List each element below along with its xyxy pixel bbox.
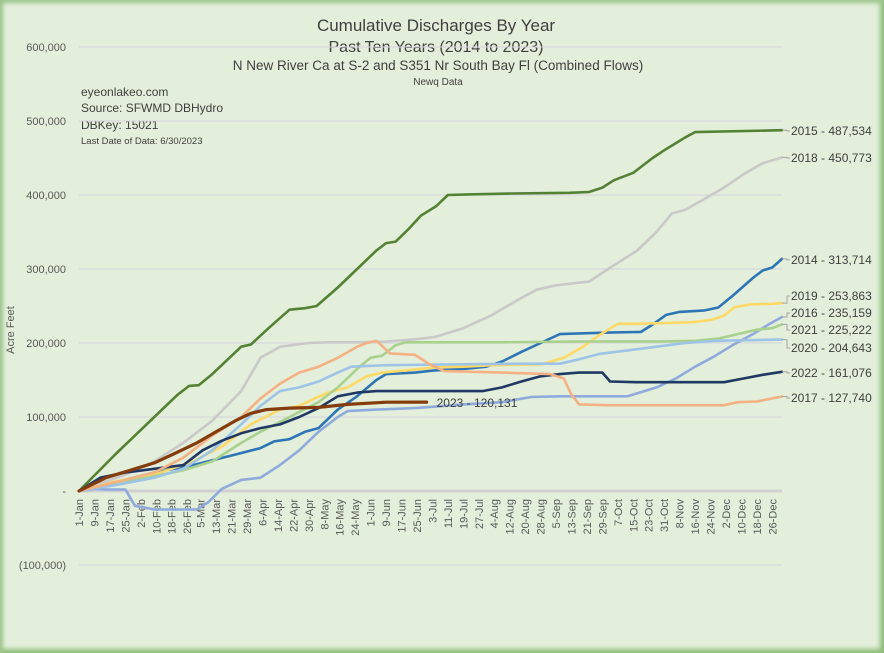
x-tick-label: 1-Jun	[366, 499, 378, 527]
data-label-2014: 2014 - 313,714	[791, 253, 872, 267]
x-tick-label: 29-Mar	[242, 499, 254, 534]
x-tick-label: 16-Nov	[690, 499, 702, 535]
source-annotation: Source: SFWMD DBHydro	[81, 101, 223, 115]
data-label-2020: 2020 - 204,643	[791, 341, 872, 355]
y-tick-label: (100,000)	[19, 560, 66, 572]
site-annotation: eyeonlakeo.com	[81, 85, 168, 99]
data-label-2015: 2015 - 487,534	[791, 124, 872, 138]
x-axis-ticks: 1-Jan 9-Jan 17-Jan 25-Jan 2-Feb 10-Feb 18-Feb 2…	[74, 499, 779, 536]
data-label-2018: 2018 - 450,773	[791, 151, 872, 165]
last-date-annotation: Last Date of Data: 6/30/2023	[81, 136, 202, 147]
series-lines	[77, 128, 784, 511]
series-line-2021	[77, 323, 784, 493]
x-tick-label: 30-Apr	[304, 499, 316, 532]
x-tick-label: 6-Apr	[257, 499, 269, 526]
y-tick-label: 300,000	[26, 264, 66, 276]
series-line-2019	[77, 301, 784, 493]
x-tick-label: 7-Oct	[613, 499, 625, 526]
gridlines	[79, 46, 782, 566]
y-axis-ticks: 600,000 500,000 400,000 300,000 200,000 100,0…	[19, 42, 66, 572]
leader-line-2021	[782, 323, 790, 331]
x-tick-label: 25-Jun	[412, 499, 424, 533]
x-tick-label: 20-Aug	[520, 499, 532, 534]
x-tick-label: 26-Feb	[182, 499, 194, 534]
x-tick-label: 15-Oct	[628, 499, 640, 532]
y-axis-label: Acre Feet	[5, 306, 17, 354]
x-tick-label: 28-Aug	[536, 499, 548, 534]
data-label-2021: 2021 - 225,222	[791, 323, 872, 337]
y-tick-label: 500,000	[26, 116, 66, 128]
x-tick-label: 24-Nov	[706, 499, 718, 535]
series-line-2018	[77, 156, 784, 493]
series-line-2020	[77, 338, 784, 493]
x-tick-label: 11-Jul	[443, 499, 455, 528]
dbkey-annotation: DBKey: 15021	[81, 118, 159, 132]
y-tick-label: 200,000	[26, 338, 66, 350]
x-tick-label: 31-Oct	[659, 499, 671, 532]
x-tick-label: 21-Mar	[227, 499, 239, 534]
x-tick-label: 13-Sep	[566, 499, 578, 534]
x-tick-label: 12-Aug	[505, 499, 517, 534]
x-tick-label: 25-Jan	[120, 499, 132, 533]
x-tick-label: 3-Jul	[427, 499, 439, 523]
x-tick-label: 10-Feb	[151, 499, 163, 534]
x-tick-label: 9-Jun	[381, 499, 393, 527]
x-tick-label: 1-Jan	[74, 499, 86, 527]
y-tick-label: 100,000	[26, 412, 66, 424]
chart-title: Cumulative Discharges By Year	[317, 16, 555, 35]
x-tick-label: 18-Dec	[752, 499, 764, 535]
data-label-2022: 2022 - 161,076	[791, 366, 872, 380]
x-tick-label: 8-Nov	[675, 499, 687, 529]
leader-line-2017	[782, 395, 790, 399]
leader-line-2014	[782, 258, 790, 261]
x-tick-label: 4-Aug	[489, 499, 501, 528]
x-tick-label: 27-Jul	[474, 499, 486, 529]
x-tick-label: 16-May	[335, 499, 347, 536]
data-label-2016: 2016 - 235,159	[791, 306, 872, 320]
x-tick-label: 21-Sep	[582, 499, 594, 534]
leader-line-2016	[782, 312, 790, 318]
x-tick-label: 23-Oct	[644, 499, 656, 532]
leader-line-2018	[782, 156, 790, 159]
data-label-2017: 2017 - 127,740	[791, 391, 872, 405]
x-tick-label: 8-May	[319, 499, 331, 530]
series-line-2016	[77, 315, 784, 511]
series-line-2022	[77, 370, 784, 493]
x-tick-label: 22-Apr	[288, 499, 300, 532]
series-line-2023	[77, 400, 429, 493]
x-tick-label: 2-Dec	[721, 499, 733, 529]
x-tick-label: 29-Sep	[597, 499, 609, 534]
x-tick-label: 24-May	[350, 499, 362, 536]
y-tick-label: 400,000	[26, 190, 66, 202]
x-tick-label: 10-Dec	[736, 499, 748, 535]
leader-line-2022	[782, 371, 790, 374]
leader-line-2020	[782, 339, 790, 349]
leader-line-2015	[782, 129, 790, 132]
series-end-labels: 2015 - 487,534 2018 - 450,773 2014 - 313,7…	[437, 124, 872, 410]
series-line-2015	[77, 128, 784, 493]
x-tick-label: 9-Jan	[89, 499, 101, 527]
x-tick-label: 17-Jun	[397, 499, 409, 533]
y-tick-label: -	[62, 486, 66, 498]
x-tick-label: 26-Dec	[767, 499, 779, 535]
x-tick-label: 5-Sep	[551, 499, 563, 528]
data-label-2023: 2023 - 120,131	[437, 396, 518, 410]
x-tick-label: 13-Mar	[211, 499, 223, 534]
leader-line-2019	[782, 295, 790, 304]
data-label-2019: 2019 - 253,863	[791, 289, 872, 303]
chart-subtitle-3: Newq Data	[413, 77, 463, 88]
x-tick-label: 14-Apr	[273, 499, 285, 532]
chart-subtitle-2: N New River Ca at S-2 and S351 Nr South …	[233, 58, 643, 73]
x-tick-label: 18-Feb	[167, 499, 179, 534]
x-tick-label: 17-Jan	[105, 499, 117, 533]
x-tick-label: 19-Jul	[458, 499, 470, 529]
y-tick-label: 600,000	[26, 42, 66, 54]
x-tick-label: 2-Feb	[136, 499, 148, 528]
